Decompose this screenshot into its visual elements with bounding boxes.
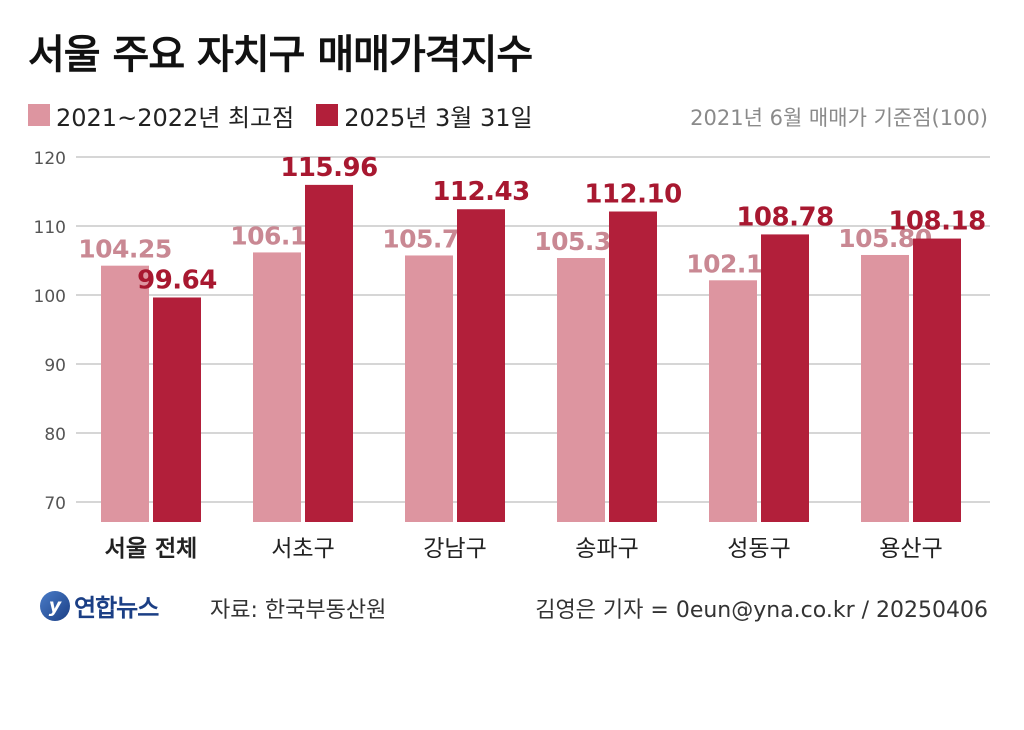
data-label-curr-1: 115.96 (280, 153, 377, 183)
yonhap-logo: y 연합뉴스 (40, 588, 159, 623)
y-tick-label-80: 80 (44, 425, 66, 445)
legend-label-prev: 2021~2022년 최고점 (56, 103, 295, 132)
x-tick-label-5: 용산구 (879, 536, 942, 562)
x-tick-label-3: 송파구 (575, 536, 638, 562)
bar-curr-2 (457, 209, 505, 522)
y-tick-label-120: 120 (34, 149, 66, 169)
source-text: 자료: 한국부동산원 (210, 598, 387, 623)
footer: y 연합뉴스 자료: 한국부동산원 김영은 기자 = 0eun@yna.co.k… (0, 586, 1024, 626)
y-tick-label-90: 90 (44, 356, 66, 376)
x-tick-label-2: 강남구 (423, 536, 486, 562)
y-tick-label-70: 70 (44, 494, 66, 514)
bar-prev-1 (253, 252, 301, 522)
x-tick-label-0: 서울 전체 (105, 536, 198, 562)
bar-curr-0 (153, 297, 201, 522)
bar-prev-5 (861, 254, 909, 523)
bar-prev-3 (557, 258, 605, 522)
data-label-curr-3: 112.10 (584, 180, 681, 210)
chart-title: 서울 주요 자치구 매매가격지수 (28, 32, 533, 78)
data-label-curr-0: 99.64 (137, 265, 217, 295)
legend-label-curr: 2025년 3월 31일 (344, 103, 533, 132)
data-label-prev-0: 104.25 (78, 235, 171, 264)
bar-prev-2 (405, 255, 453, 522)
y-tick-label-100: 100 (34, 287, 66, 307)
bar-curr-3 (609, 211, 657, 522)
data-label-curr-5: 108.18 (888, 207, 985, 237)
bar-curr-5 (913, 238, 961, 523)
legend-item-prev: 2021~2022년 최고점 (28, 98, 294, 133)
x-tick-label-4: 성동구 (727, 536, 790, 562)
y-tick-label-110: 110 (34, 218, 66, 238)
legend-swatch-prev (28, 104, 50, 126)
data-label-curr-2: 112.43 (432, 177, 529, 207)
legend-item-curr: 2025년 3월 31일 (316, 98, 533, 133)
bar-prev-0 (101, 265, 149, 522)
bar-curr-4 (761, 234, 809, 522)
x-tick-label-1: 서초구 (271, 536, 334, 562)
bar-prev-4 (709, 280, 757, 522)
legend: 2021~2022년 최고점 2025년 3월 31일 (28, 98, 555, 132)
data-label-curr-4: 108.78 (736, 202, 833, 232)
legend-swatch-curr (316, 104, 339, 126)
yonhap-logo-icon: y (40, 590, 70, 621)
yonhap-logo-text: 연합뉴스 (74, 594, 159, 622)
base-note: 2021년 6월 매매가 기준점(100) (690, 106, 988, 130)
credit-text: 김영은 기자 = 0eun@yna.co.kr / 20250406 (535, 598, 988, 623)
bar-curr-1 (305, 184, 353, 522)
